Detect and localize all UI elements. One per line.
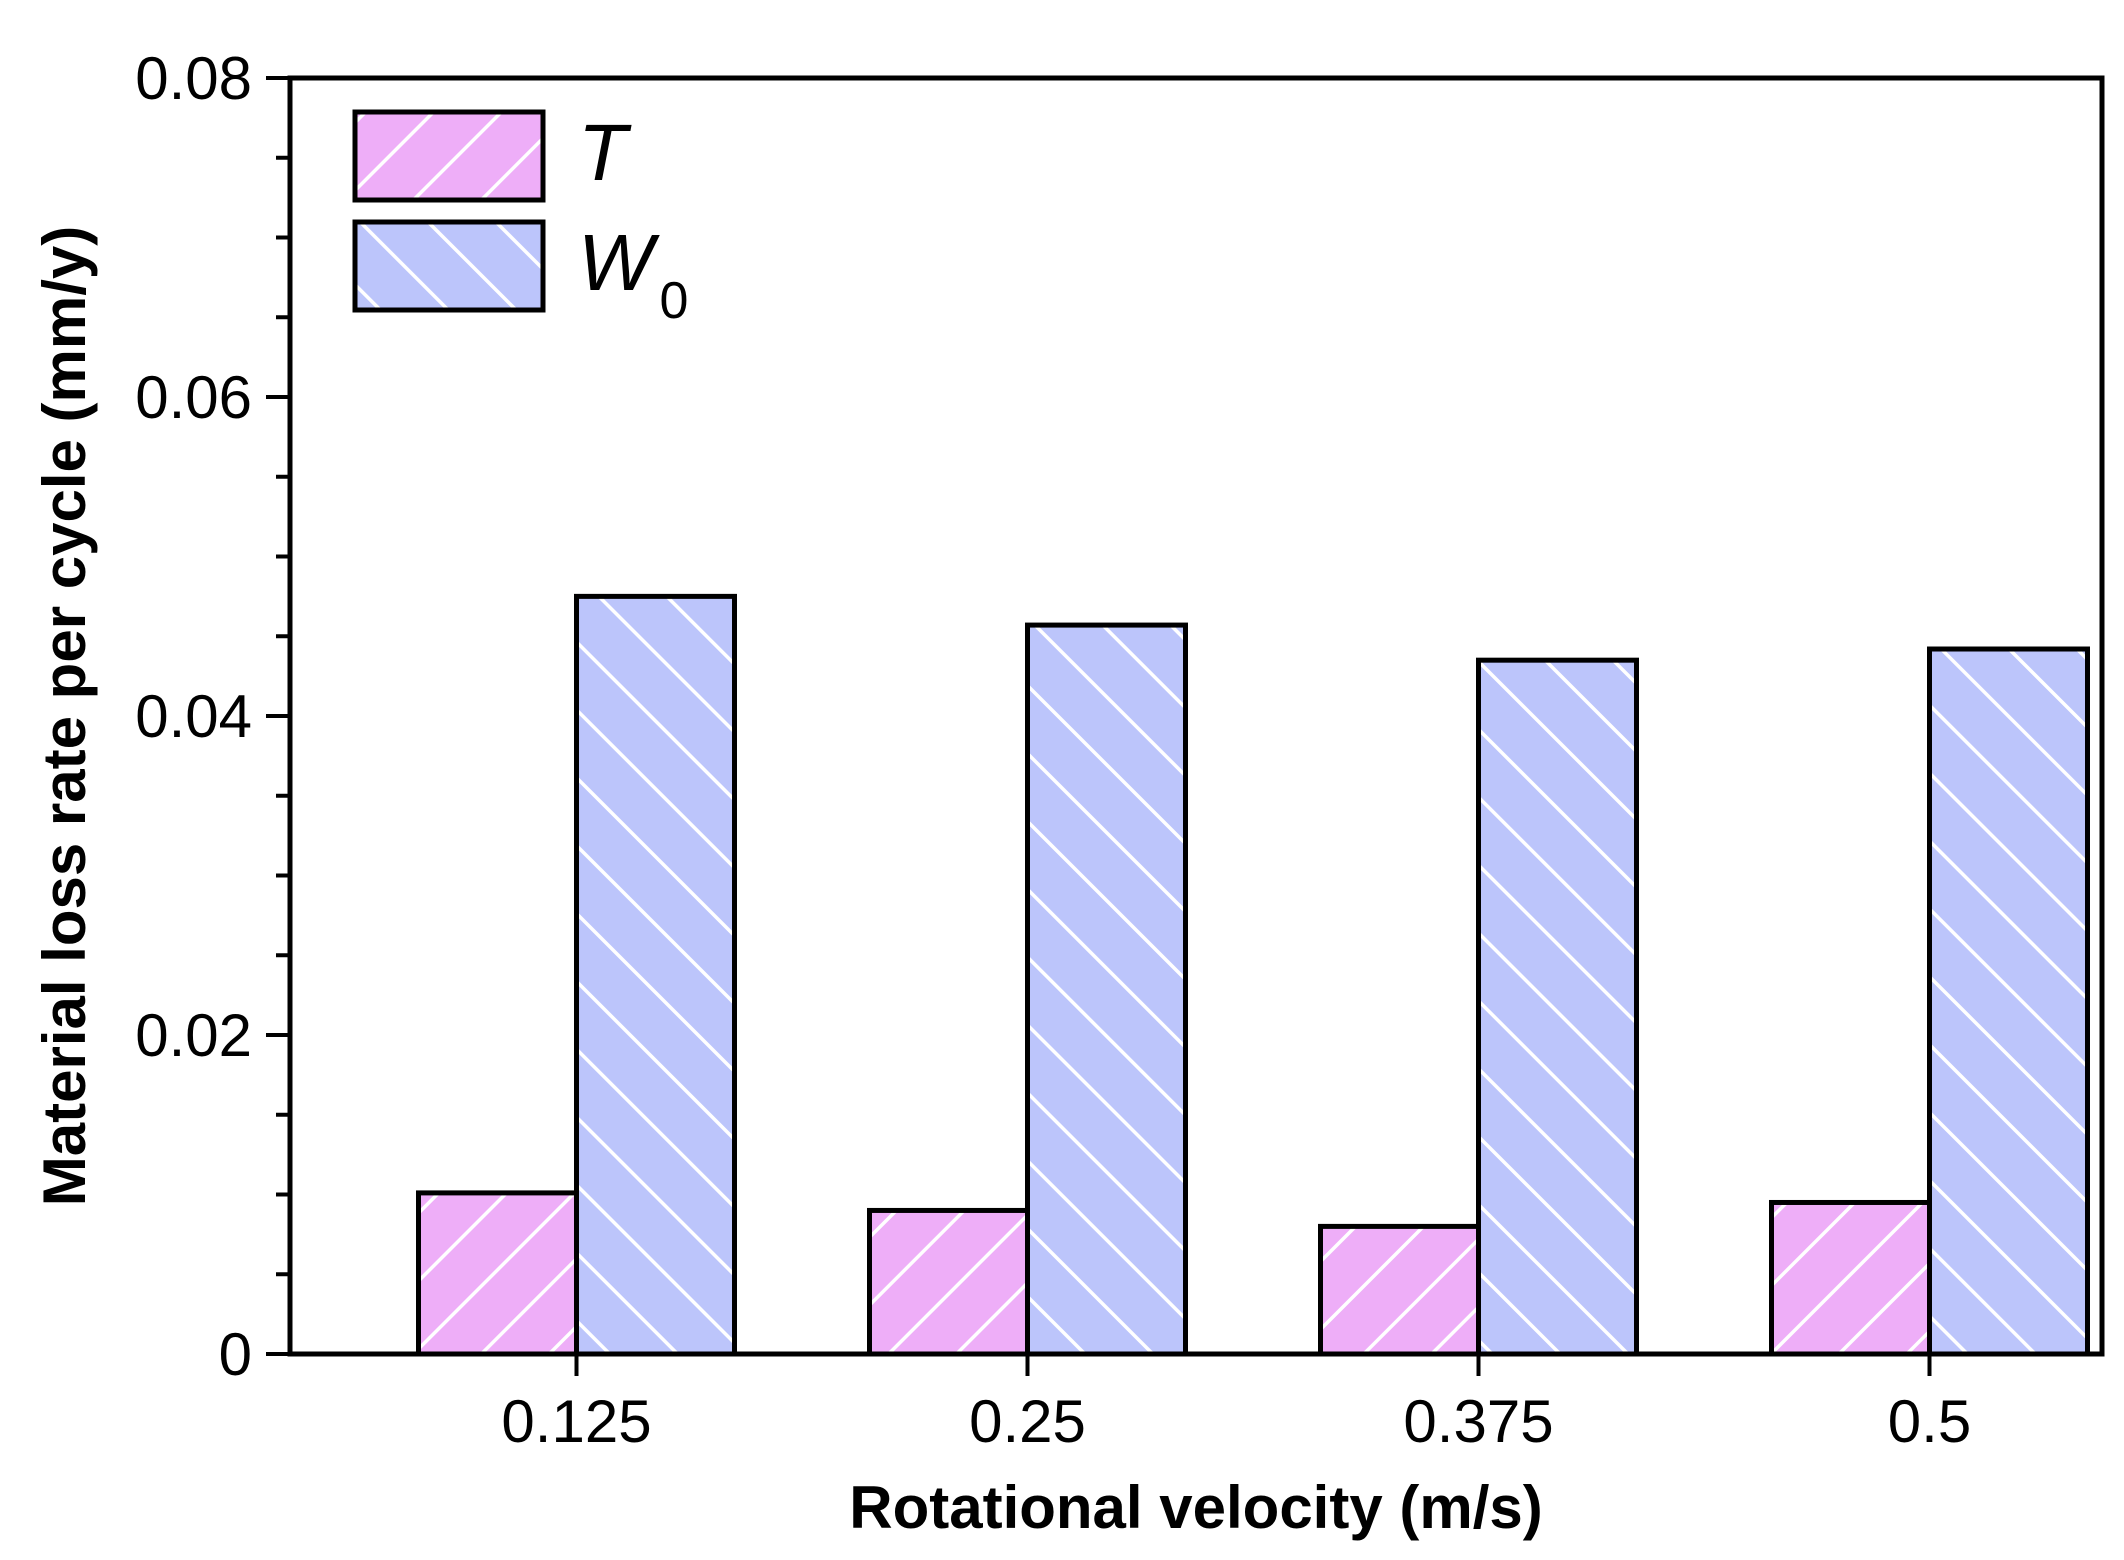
y-tick-label: 0 xyxy=(219,1321,252,1388)
bars-group xyxy=(416,593,2090,1357)
y-tick-label: 0.02 xyxy=(135,1002,252,1069)
y-tick-label: 0.08 xyxy=(135,45,252,112)
legend-label-W0-subscript: 0 xyxy=(660,272,689,330)
legend-swatch-T xyxy=(352,109,546,203)
legend-swatch-W0 xyxy=(352,219,546,313)
x-tick-label: 0.5 xyxy=(1888,1388,1971,1455)
y-tick-label: 0.06 xyxy=(135,364,252,431)
y-tick-label: 0.04 xyxy=(135,683,252,750)
x-tick-label: 0.125 xyxy=(501,1388,651,1455)
bar-W0-0.125 xyxy=(574,593,737,1357)
bar-T-0.375 xyxy=(1318,1223,1481,1357)
bar-W0-0.375 xyxy=(1476,657,1639,1357)
y-axis-ticks: 0 0.02 0.04 0.06 0.08 xyxy=(135,45,290,1388)
bar-W0-0.25 xyxy=(1025,622,1188,1357)
x-axis-ticks: 0.125 0.25 0.375 0.5 xyxy=(501,1354,1971,1455)
bar-T-0.125 xyxy=(416,1190,579,1357)
x-axis-title: Rotational velocity (m/s) xyxy=(849,1474,1542,1541)
bar-W0-0.5 xyxy=(1927,646,2090,1357)
plot-frame xyxy=(287,75,2105,1357)
y-axis-title: Material loss rate per cycle (mm/y) xyxy=(31,226,98,1206)
bar-T-0.5 xyxy=(1769,1199,1932,1357)
legend-label-T: T xyxy=(578,108,632,197)
legend-label-W0-main: W xyxy=(578,218,660,307)
x-tick-label: 0.25 xyxy=(969,1388,1086,1455)
bar-T-0.25 xyxy=(867,1207,1030,1357)
x-tick-label: 0.375 xyxy=(1403,1388,1553,1455)
